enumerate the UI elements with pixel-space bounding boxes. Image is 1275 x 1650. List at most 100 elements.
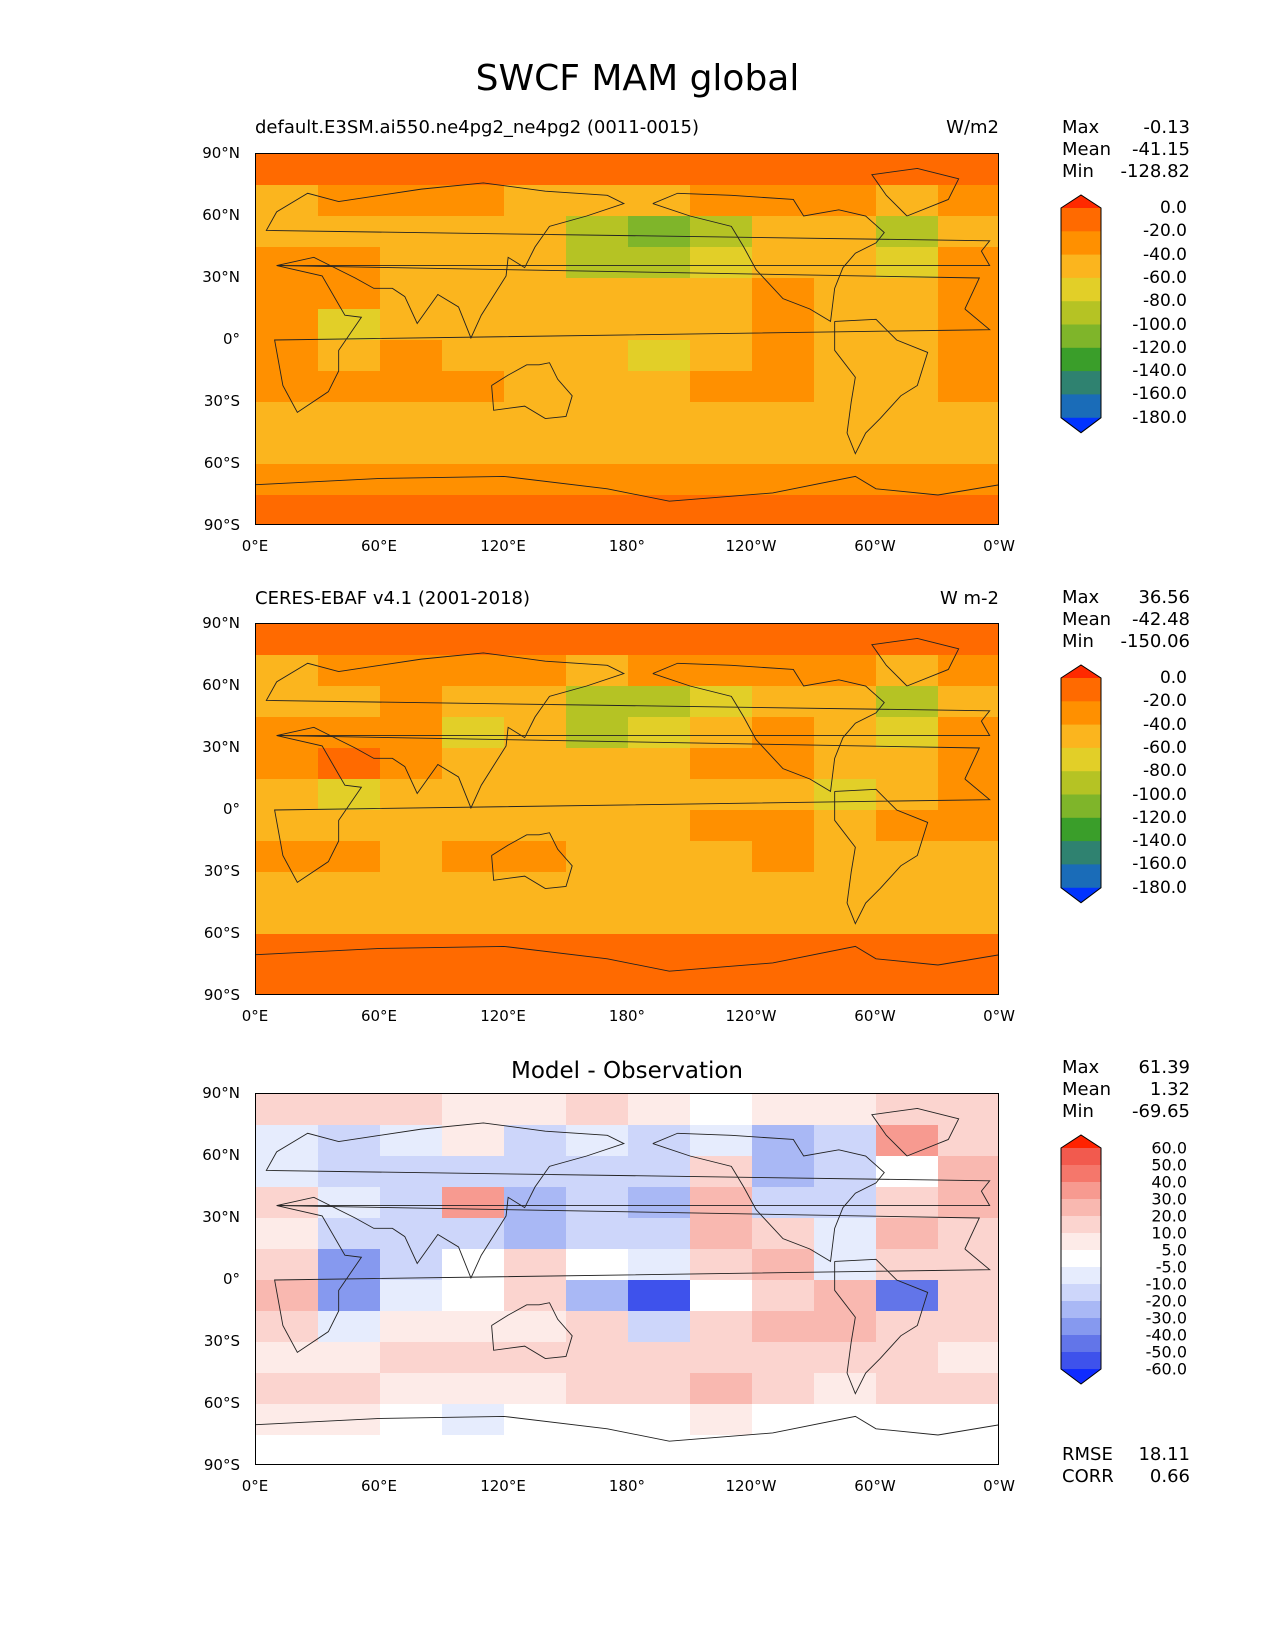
colorbar-segment	[1061, 277, 1101, 302]
heatmap-cell	[690, 903, 753, 935]
heatmap-cell	[318, 624, 381, 656]
lat-tick: 30°N	[202, 268, 240, 286]
heatmap-cell	[938, 934, 998, 966]
colorbar-tick-label: -60.0	[1143, 267, 1187, 288]
lat-tick: 90°S	[203, 986, 240, 1004]
heatmap-cell	[380, 1404, 443, 1436]
heatmap-cell	[752, 717, 815, 749]
heatmap-cell	[318, 309, 381, 341]
heatmap-cell	[814, 686, 877, 718]
heatmap-cell	[442, 371, 505, 403]
heatmap-cell	[504, 247, 567, 279]
heatmap-cell	[814, 1218, 877, 1250]
heatmap-cell	[380, 1280, 443, 1312]
lat-tick: 60°S	[203, 924, 240, 942]
lon-tick: 0°W	[983, 1007, 1015, 1025]
heatmap-cell	[442, 686, 505, 718]
heatmap-cell	[690, 965, 753, 994]
heatmap-cell	[690, 1311, 753, 1343]
heatmap-cell	[628, 1280, 691, 1312]
heatmap-cell	[566, 1404, 629, 1436]
stat-label: RMSE	[1062, 1444, 1113, 1465]
heatmap-cell	[938, 340, 998, 372]
heatmap-cell	[876, 371, 939, 403]
heatmap-cell	[318, 1249, 381, 1281]
heatmap-cell	[380, 1094, 443, 1126]
heatmap-cell	[566, 1435, 629, 1464]
heatmap-cell	[814, 495, 877, 524]
heatmap-cell	[504, 1218, 567, 1250]
heatmap-cell	[380, 340, 443, 372]
heatmap-cell	[938, 1218, 998, 1250]
heatmap-cell	[938, 655, 998, 687]
coastline	[491, 362, 573, 419]
heatmap-cell	[690, 1218, 753, 1250]
heatmap-cell	[566, 371, 629, 403]
lat-tick: 90°S	[203, 516, 240, 534]
coastline	[871, 1108, 960, 1157]
lat-tick: 60°S	[203, 1394, 240, 1412]
heatmap-cell	[380, 655, 443, 687]
heatmap-cell	[752, 841, 815, 873]
heatmap-cell	[690, 340, 753, 372]
colorbar-segment	[1061, 841, 1101, 865]
heatmap-cell	[814, 841, 877, 873]
heatmap-cell	[876, 655, 939, 687]
heatmap-cell	[504, 779, 567, 811]
colorbar-tick-label: -20.0	[1143, 221, 1187, 242]
heatmap-cell	[504, 1249, 567, 1281]
coastline	[871, 638, 960, 687]
heatmap-cell	[752, 340, 815, 372]
heatmap-cell	[566, 1311, 629, 1343]
heatmap-cell	[752, 1125, 815, 1157]
colorbar-segment	[1061, 771, 1101, 795]
colorbar-segment	[1061, 231, 1101, 255]
heatmap-cell	[628, 495, 691, 524]
heatmap-cell	[442, 1342, 505, 1374]
coastline	[834, 1258, 929, 1395]
heatmap-cell	[814, 247, 877, 279]
colorbar-tick-label: -40.0	[1145, 1325, 1187, 1345]
stat-value: -69.65	[1131, 1101, 1190, 1122]
heatmap-cell	[938, 1373, 998, 1405]
heatmap-cell	[566, 748, 629, 780]
heatmap-cell	[938, 464, 998, 496]
heatmap-cell	[442, 185, 505, 217]
heatmap-cell	[876, 1280, 939, 1312]
heatmap-cell	[876, 247, 939, 279]
colorbar-segment	[1061, 1301, 1101, 1319]
heatmap-cell	[504, 1435, 567, 1464]
lon-tick: 60°E	[360, 1477, 398, 1495]
heatmap-cell	[752, 965, 815, 994]
lat-tick: 60°S	[203, 454, 240, 472]
heatmap-cell	[256, 371, 319, 403]
heatmap-cell	[814, 810, 877, 842]
heatmap-cell	[566, 340, 629, 372]
lat-tick: 90°N	[202, 144, 240, 162]
colorbar-svg	[1060, 664, 1102, 904]
heatmap-cell	[628, 1187, 691, 1219]
heatmap-cell	[318, 1342, 381, 1374]
heatmap-cell	[628, 1311, 691, 1343]
stat-value: -0.13	[1143, 117, 1190, 138]
heatmap-cell	[628, 433, 691, 465]
heatmap-cell	[318, 841, 381, 873]
heatmap-cell	[938, 402, 998, 434]
heatmap-cell	[442, 872, 505, 904]
heatmap-cell	[938, 748, 998, 780]
lon-tick: 60°W	[854, 1477, 896, 1495]
heatmap-cell	[256, 934, 319, 966]
stat-label: Mean	[1062, 139, 1112, 160]
heatmap-cell	[752, 309, 815, 341]
heatmap-cell	[752, 748, 815, 780]
heatmap-cell	[938, 1156, 998, 1188]
heatmap-cell	[690, 1404, 753, 1436]
heatmap-cell	[876, 1187, 939, 1219]
heatmap-cell	[566, 216, 629, 248]
lat-tick: 30°N	[202, 738, 240, 756]
heatmap-cell	[814, 433, 877, 465]
colorbar-tick-label: -180.0	[1132, 877, 1187, 898]
heatmap-cell	[938, 247, 998, 279]
heatmap-cell	[628, 748, 691, 780]
heatmap-cell	[504, 278, 567, 310]
